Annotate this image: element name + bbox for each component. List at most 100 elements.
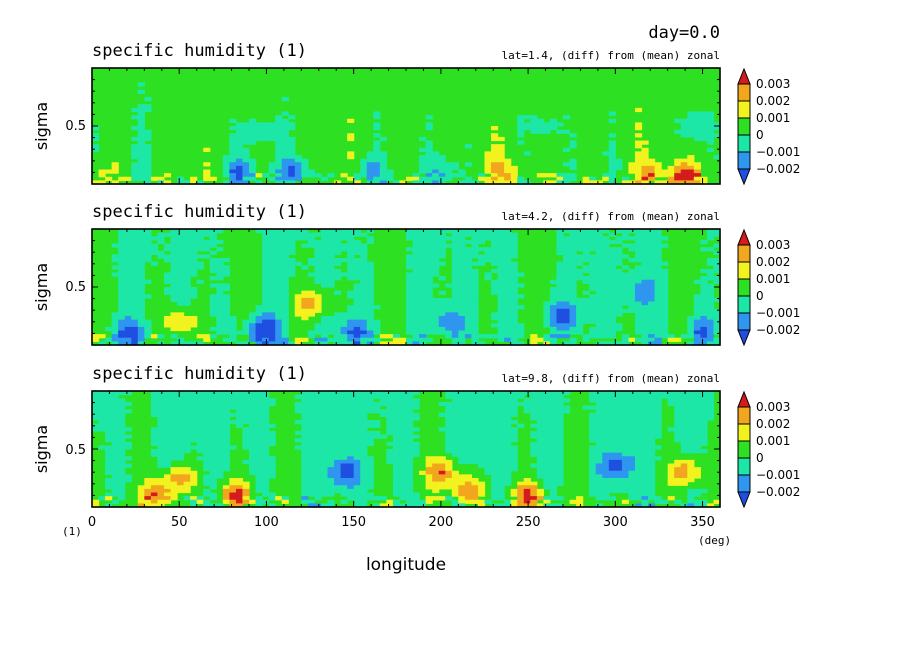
- contour-cell: [693, 330, 701, 335]
- contour-cell: [536, 409, 544, 414]
- contour-cell: [641, 268, 649, 274]
- contour-cell: [222, 165, 230, 171]
- contour-cell: [249, 323, 257, 328]
- contour-cell: [497, 151, 505, 156]
- contour-cell: [458, 488, 466, 494]
- contour-cell: [484, 247, 492, 252]
- contour-cell: [150, 438, 159, 443]
- contour-cell: [563, 279, 571, 284]
- contour-cell: [680, 481, 688, 486]
- contour-cell: [536, 423, 544, 428]
- contour-cell: [268, 276, 276, 281]
- contour-cell: [288, 250, 296, 255]
- contour-cell: [654, 290, 662, 295]
- contour-cell: [634, 449, 643, 454]
- contour-cell: [209, 239, 217, 245]
- contour-cell: [360, 452, 368, 457]
- contour-cell: [163, 232, 172, 237]
- contour-cell: [177, 452, 185, 457]
- contour-cell: [687, 427, 695, 432]
- contour-cell: [687, 449, 695, 454]
- contour-cell: [674, 176, 682, 181]
- contour-cell: [563, 319, 571, 324]
- contour-cell: [327, 391, 335, 396]
- contour-cell: [111, 401, 119, 407]
- contour-cell: [464, 180, 473, 185]
- contour-cell: [412, 268, 420, 274]
- contour-cell: [301, 492, 309, 497]
- contour-cell: [150, 405, 159, 410]
- contour-cell: [412, 499, 420, 504]
- contour-cell: [680, 412, 688, 417]
- contour-cell: [268, 323, 276, 328]
- contour-cell: [680, 438, 688, 443]
- contour-cell: [706, 294, 715, 299]
- contour-cell: [275, 279, 283, 284]
- contour-cell: [307, 456, 316, 461]
- contour-cell: [713, 337, 721, 342]
- contour-cell: [216, 323, 224, 328]
- contour-cell: [471, 394, 479, 399]
- contour-cell: [634, 265, 643, 270]
- contour-cell: [177, 478, 185, 483]
- contour-cell: [510, 165, 518, 171]
- contour-cell: [608, 265, 616, 270]
- contour-cell: [307, 485, 316, 490]
- contour-cell: [438, 180, 446, 185]
- contour-cell: [118, 334, 126, 339]
- contour-cell: [255, 136, 263, 142]
- contour-cell: [183, 420, 191, 425]
- contour-cell: [451, 474, 459, 479]
- contour-cell: [556, 478, 564, 483]
- contour-cell: [275, 118, 283, 123]
- contour-cell: [497, 478, 505, 483]
- contour-cell: [281, 337, 289, 342]
- contour-cell: [412, 305, 420, 310]
- contour-cell: [340, 391, 348, 396]
- contour-cell: [687, 173, 695, 178]
- contour-cell: [288, 239, 296, 245]
- contour-cell: [654, 423, 662, 428]
- contour-cell: [438, 485, 446, 490]
- contour-cell: [536, 449, 544, 454]
- x-tick-label: 350: [690, 515, 715, 530]
- contour-cell: [602, 268, 610, 274]
- contour-cell: [196, 254, 204, 259]
- contour-cell: [641, 405, 649, 410]
- contour-cell: [582, 254, 590, 259]
- contour-cell: [366, 496, 374, 501]
- contour-cell: [595, 301, 603, 306]
- contour-cell: [700, 394, 708, 399]
- contour-cell: [235, 488, 244, 494]
- contour-cell: [687, 162, 695, 167]
- contour-cell: [510, 243, 518, 248]
- contour-cell: [235, 162, 244, 167]
- contour-cell: [196, 438, 204, 443]
- contour-cell: [373, 326, 381, 332]
- contour-cell: [464, 287, 473, 292]
- contour-cell: [360, 503, 368, 508]
- contour-cell: [589, 434, 597, 439]
- contour-cell: [353, 474, 361, 479]
- contour-cell: [301, 416, 309, 421]
- contour-cell: [163, 492, 172, 497]
- contour-cell: [648, 474, 656, 479]
- contour-cell: [634, 276, 643, 281]
- contour-cell: [307, 261, 316, 266]
- contour-cell: [255, 449, 263, 454]
- contour-cell: [576, 297, 584, 303]
- contour-cell: [458, 305, 466, 310]
- contour-cell: [157, 420, 165, 425]
- contour-cell: [706, 229, 715, 234]
- contour-cell: [634, 434, 643, 439]
- contour-cell: [124, 239, 132, 245]
- contour-cell: [373, 158, 381, 163]
- contour-cell: [399, 496, 407, 501]
- contour-cell: [484, 276, 492, 281]
- contour-cell: [484, 232, 492, 237]
- contour-cell: [347, 409, 355, 414]
- contour-cell: [314, 308, 322, 313]
- contour-cell: [536, 438, 544, 443]
- contour-cell: [504, 319, 512, 324]
- contour-cell: [464, 394, 473, 399]
